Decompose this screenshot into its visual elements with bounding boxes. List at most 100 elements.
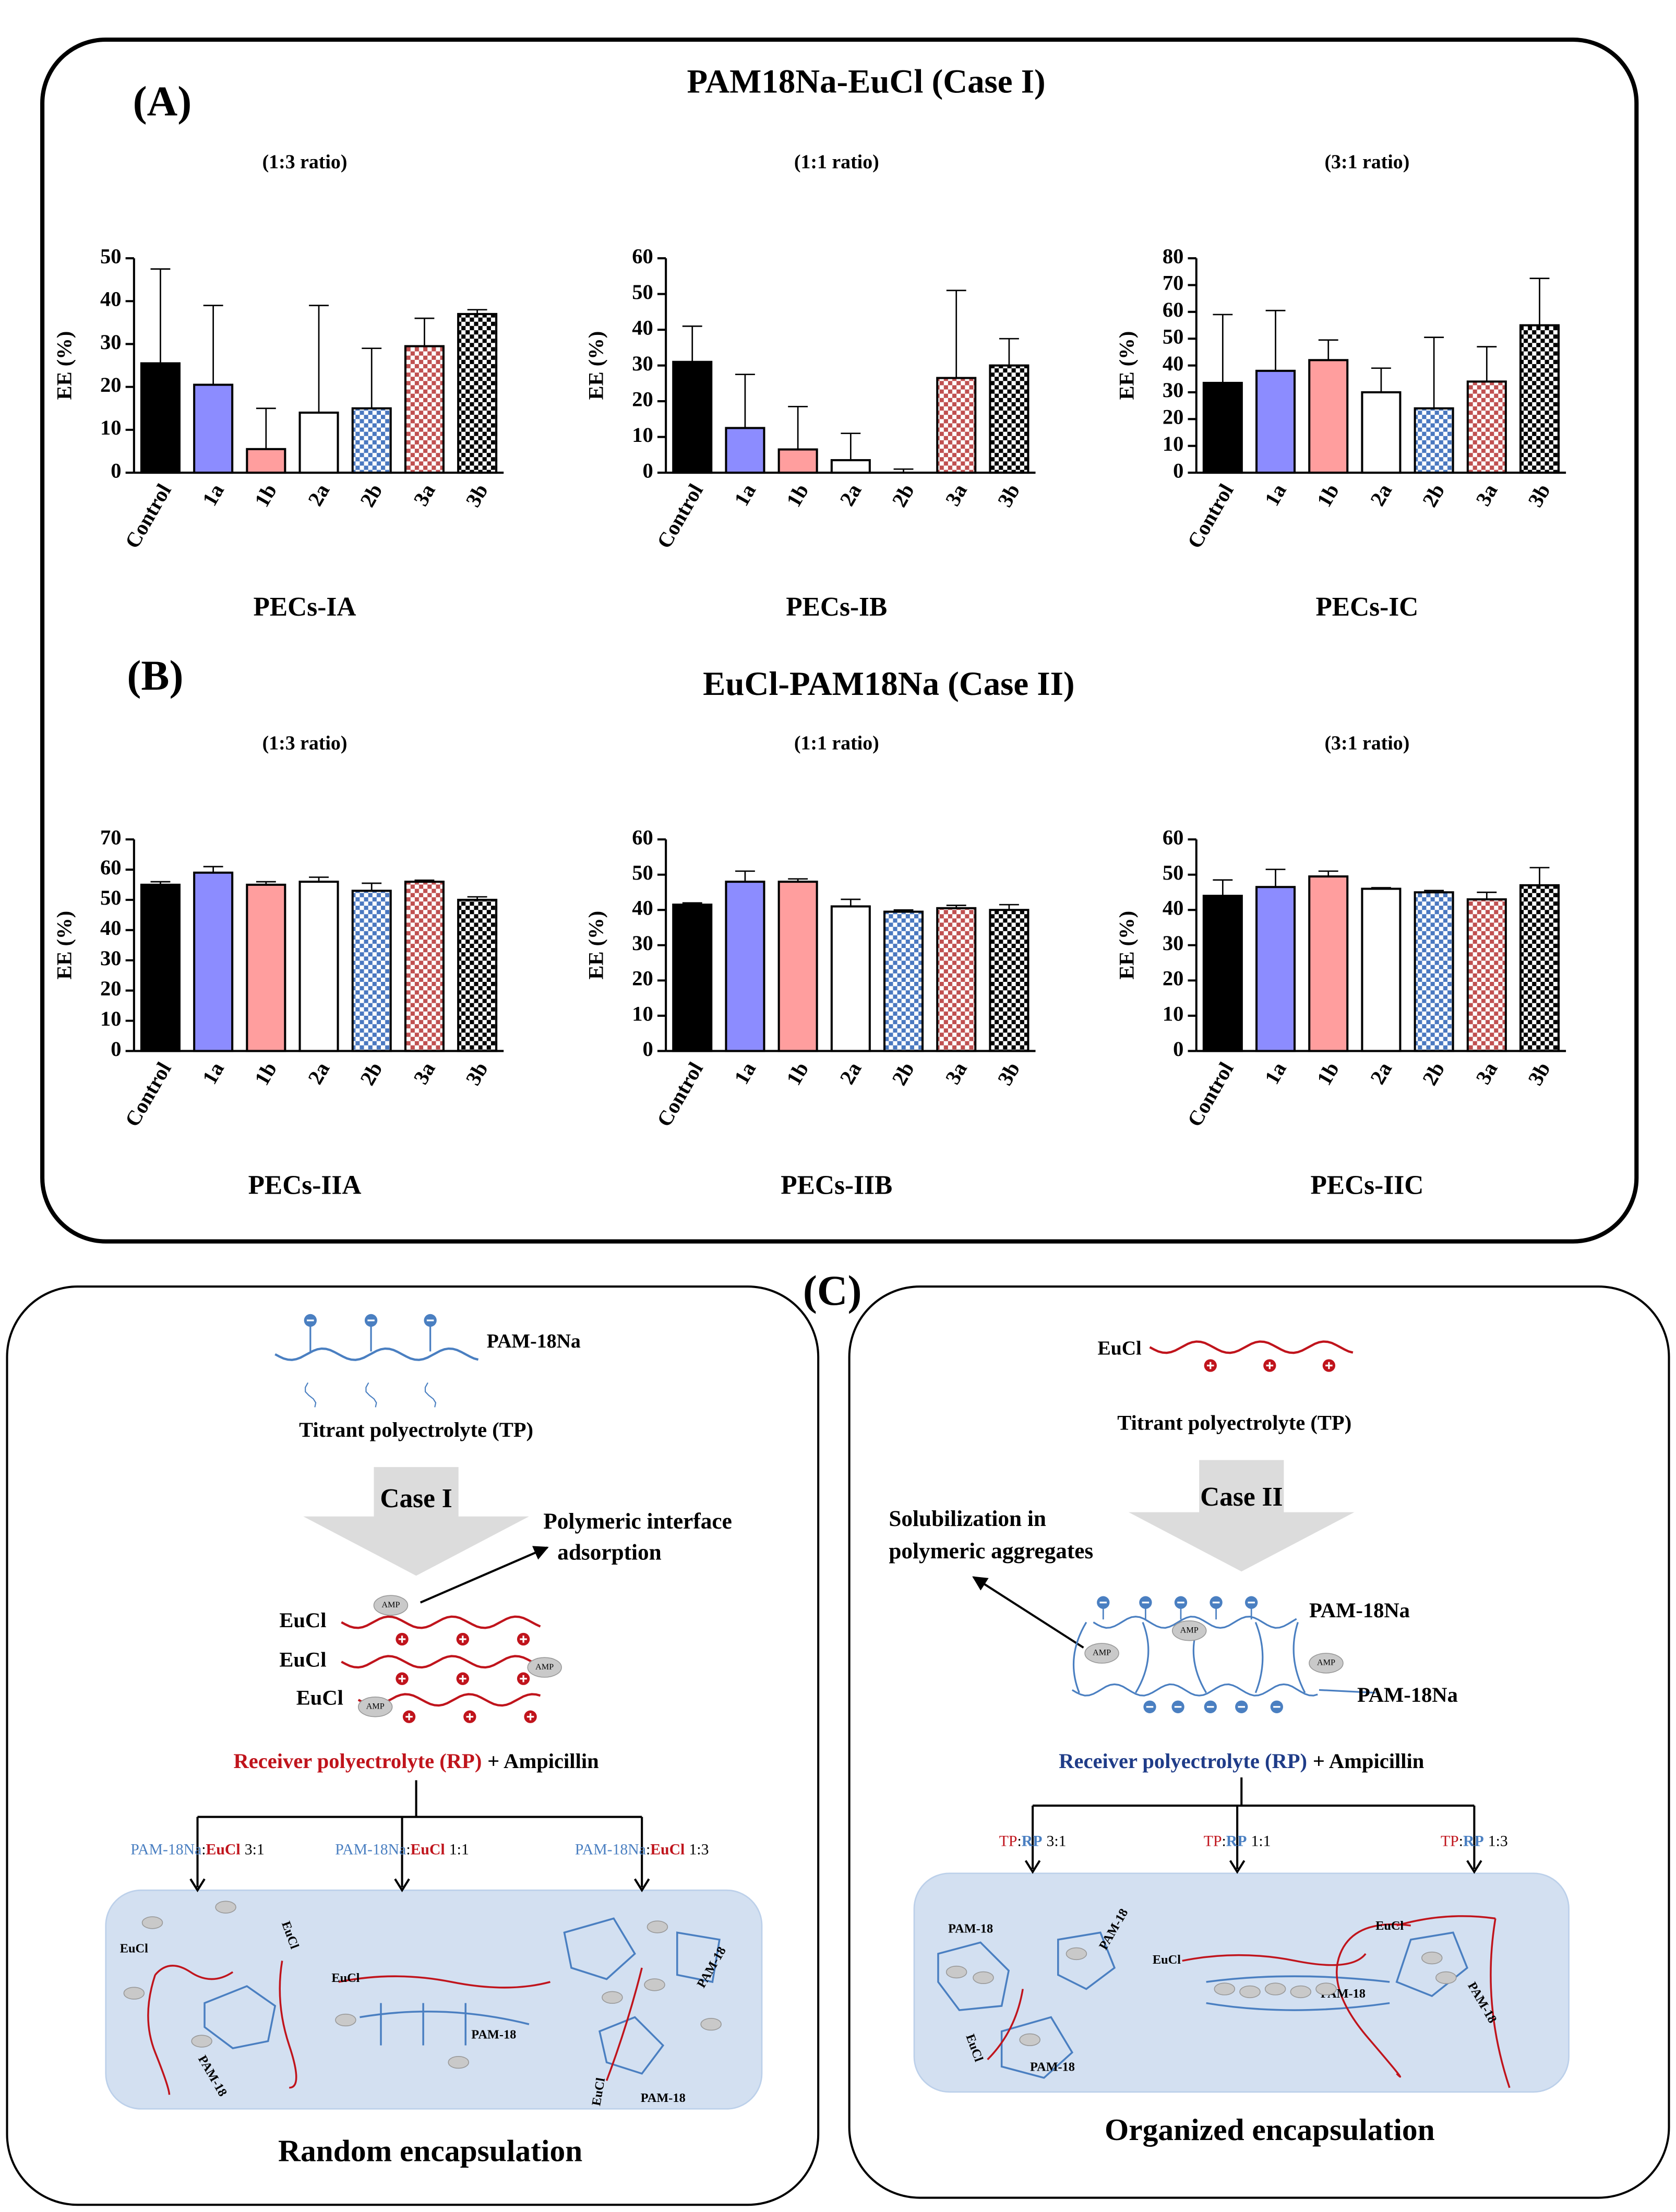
ampicillin — [1019, 2033, 1040, 2047]
bar — [1519, 884, 1560, 1052]
diagram-frame — [848, 1285, 1670, 2199]
ratio-part: 1:1 — [1251, 1832, 1271, 1849]
inner-chain — [605, 1967, 643, 2081]
bar — [1519, 324, 1560, 474]
bar — [830, 905, 871, 1052]
x-tick-label: 2b — [355, 480, 387, 511]
ampicillin — [123, 1987, 145, 2000]
y-tick-label: 50 — [632, 280, 653, 304]
ampicillin — [1066, 1947, 1087, 1961]
y-tick-label: 50 — [1163, 861, 1184, 884]
diagram-text: EuCl — [1375, 1919, 1404, 1933]
y-tick-label: 20 — [632, 387, 653, 411]
x-tick-label: 1b — [782, 1058, 813, 1089]
y-tick-label: 70 — [100, 825, 122, 849]
bar — [777, 881, 818, 1052]
receiver-label: Receiver polyectrolyte (RP) + Ampicillin — [234, 1749, 599, 1773]
ratio-part: TP — [1204, 1832, 1222, 1849]
chart-subtitle: (3:1 ratio) — [1324, 732, 1409, 754]
bar — [457, 898, 498, 1052]
x-tick-label: 3a — [1471, 480, 1502, 510]
diagram-text: PAM-18Na — [487, 1330, 581, 1352]
panel-frame — [40, 37, 1639, 1244]
ratio-label: PAM-18Na:EuCl 3:1 — [130, 1841, 265, 1858]
y-tick-label: 30 — [100, 946, 122, 970]
polymer-chain — [341, 1655, 541, 1669]
x-tick-label: 3a — [941, 1058, 972, 1088]
tail — [365, 1382, 377, 1408]
ratio-part: PAM-18Na — [130, 1841, 201, 1858]
x-tick-label: 2a — [835, 1058, 866, 1088]
chart-subtitle: (1:1 ratio) — [794, 732, 879, 754]
x-tick-label: 2b — [1418, 480, 1449, 511]
x-axis-title: PECs-IIA — [248, 1171, 362, 1200]
bar — [298, 411, 339, 474]
ampicillin — [527, 1657, 562, 1678]
x-tick-label: 3a — [941, 480, 972, 510]
pointer — [972, 1576, 1084, 1649]
x-tick-label: 2a — [303, 1058, 334, 1088]
bar — [1202, 381, 1243, 474]
ampicillin — [1264, 1982, 1286, 1995]
ampicillin — [1171, 1620, 1207, 1641]
x-axis-title: PECs-IIB — [781, 1171, 892, 1200]
bar — [351, 407, 392, 474]
ratio-part: RP — [1463, 1832, 1484, 1849]
bar — [404, 345, 445, 474]
x-tick-label: 1b — [782, 480, 813, 511]
x-tick-label: 3a — [1471, 1058, 1502, 1088]
panel-title: PAM18Na-EuCl (Case I) — [687, 63, 1046, 100]
x-tick-label: 1b — [1312, 480, 1344, 511]
y-tick-label: 20 — [100, 977, 122, 1000]
y-tick-label: 50 — [100, 244, 122, 268]
y-tick-label: 50 — [100, 886, 122, 909]
diagram-text: Organized encapsulation — [1105, 2112, 1435, 2147]
y-axis-title: EE (%) — [52, 911, 76, 980]
x-tick-label: Control — [121, 1058, 176, 1131]
diagram-text: PAM-18 — [1030, 2060, 1075, 2074]
ratio-part: : — [1017, 1832, 1021, 1849]
ratio-part: : — [646, 1841, 650, 1858]
chart-subtitle: (1:1 ratio) — [794, 151, 879, 173]
y-tick-label: 40 — [632, 316, 653, 339]
ampicillin — [357, 1697, 393, 1717]
ampicillin — [191, 2035, 212, 2048]
ampicillin — [1084, 1643, 1119, 1664]
x-tick-label: 3b — [461, 1058, 493, 1089]
diagram-text: Polymeric interface — [543, 1509, 732, 1534]
diagram-text: adsorption — [557, 1540, 661, 1565]
diagram-text: PAM-18 — [641, 2091, 686, 2105]
y-tick-label: 60 — [100, 856, 122, 879]
ampicillin — [945, 1965, 967, 1979]
y-tick-label: 20 — [100, 373, 122, 396]
ampicillin — [373, 1595, 409, 1616]
ampicillin — [1290, 1985, 1312, 1999]
diagram-text: Random encapsulation — [278, 2134, 582, 2168]
y-axis-title: EE (%) — [52, 331, 76, 400]
y-tick-label: 60 — [1163, 825, 1184, 849]
y-tick-label: 50 — [1163, 324, 1184, 348]
chart-subtitle: (3:1 ratio) — [1324, 151, 1409, 173]
y-tick-label: 40 — [100, 287, 122, 311]
bar — [351, 889, 392, 1052]
y-tick-label: 20 — [632, 967, 653, 990]
y-tick-label: 10 — [100, 416, 122, 439]
ratio-label: TP:RP 1:3 — [1441, 1832, 1508, 1849]
pointer — [420, 1546, 549, 1604]
bar — [298, 881, 339, 1052]
bar — [1255, 369, 1296, 474]
x-tick-label: 2b — [888, 1058, 919, 1089]
bar — [1466, 380, 1507, 474]
x-tick-label: 2b — [1418, 1058, 1449, 1089]
bar — [246, 883, 286, 1052]
ratio-label: TP:RP 1:1 — [1204, 1832, 1271, 1849]
bar — [777, 448, 818, 474]
diagram-text: PAM-18Na — [1357, 1683, 1458, 1706]
ampicillin — [644, 1978, 665, 1991]
bar — [989, 909, 1029, 1052]
ratio-part: RP — [1226, 1832, 1247, 1849]
y-tick-label: 20 — [1163, 405, 1184, 429]
ratio-part: PAM-18Na — [575, 1841, 646, 1858]
y-tick-label: 40 — [1163, 896, 1184, 919]
x-tick-label: 1a — [198, 1058, 229, 1088]
